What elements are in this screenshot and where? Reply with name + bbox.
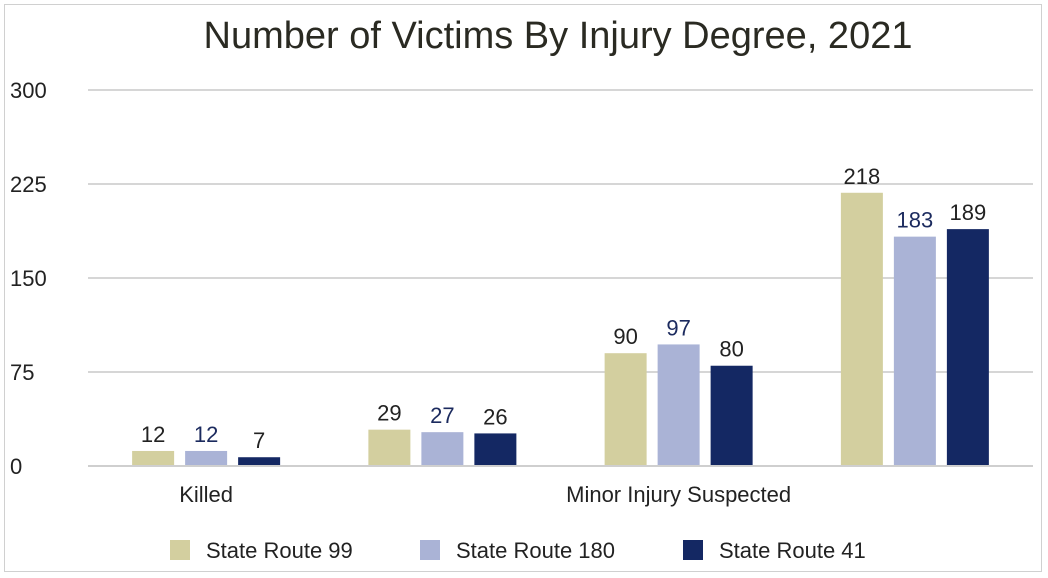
data-label: 218: [844, 164, 881, 189]
x-category-label: Killed: [179, 482, 233, 507]
legend-label: State Route 180: [456, 538, 615, 563]
data-label: 189: [950, 200, 987, 225]
legend-swatch: [170, 540, 190, 560]
bar: [132, 450, 175, 466]
data-label: 183: [897, 208, 934, 233]
data-label: 90: [613, 324, 637, 349]
data-label: 97: [666, 315, 690, 340]
y-axis: 0 75 150 225 300: [10, 78, 47, 479]
bar: [657, 344, 700, 466]
y-tick-label: 0: [10, 454, 22, 479]
data-label: 12: [194, 422, 218, 447]
bar: [185, 450, 228, 466]
bar: [946, 229, 989, 466]
legend-label: State Route 99: [206, 538, 353, 563]
bar: [710, 365, 753, 466]
bar: [238, 457, 281, 466]
gridlines: [88, 89, 1033, 467]
y-tick-label: 225: [10, 172, 47, 197]
legend-swatch: [683, 540, 703, 560]
bar: [840, 192, 883, 467]
y-tick-label: 75: [10, 360, 34, 385]
bar: [474, 433, 517, 466]
chart-title: Number of Victims By Injury Degree, 2021: [204, 15, 913, 57]
data-label: 12: [141, 422, 165, 447]
x-axis: Killed Minor Injury Suspected: [88, 465, 1033, 507]
data-label: 7: [253, 428, 265, 453]
bars: [132, 192, 989, 467]
data-labels: 12 12 7 29 27 26 90 97 80 218 183 189: [141, 164, 986, 453]
y-tick-label: 150: [10, 266, 47, 291]
bar: [604, 353, 647, 466]
x-category-label: Minor Injury Suspected: [566, 482, 791, 507]
legend-label: State Route 41: [719, 538, 866, 563]
legend-swatch: [420, 540, 440, 560]
data-label: 26: [483, 404, 507, 429]
y-tick-label: 300: [10, 78, 47, 103]
bar: [893, 236, 936, 466]
data-label: 27: [430, 403, 454, 428]
bar: [368, 429, 411, 466]
data-label: 80: [719, 337, 743, 362]
bar: [421, 432, 464, 466]
data-label: 29: [377, 401, 401, 426]
legend: State Route 99 State Route 180 State Route…: [170, 538, 866, 563]
